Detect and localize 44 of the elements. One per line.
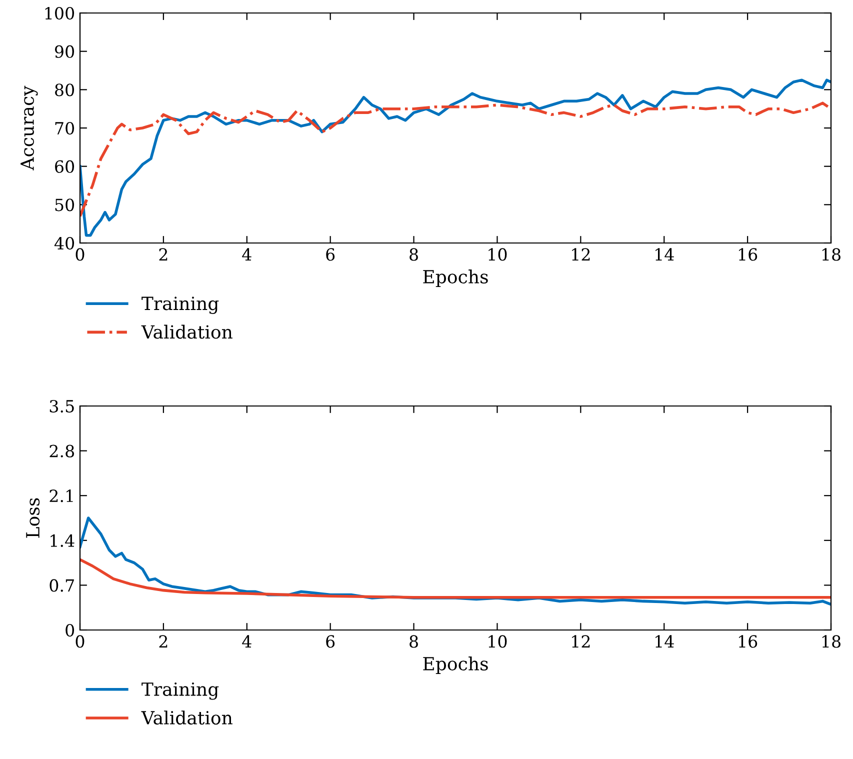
x-tick-label: 14	[656, 248, 674, 261]
y-tick-label: 3.5	[50, 400, 74, 413]
y-tick-label: 2.1	[50, 490, 73, 502]
y-tick-label: 40	[54, 236, 74, 250]
y-tick-label: 2.8	[50, 444, 74, 458]
x-tick-label: 6	[326, 635, 335, 648]
x-tick-label: 2	[159, 635, 168, 648]
x-tick-label: 16	[738, 635, 758, 648]
x-tick-label: 4	[242, 635, 252, 648]
x-tick-label: 6	[326, 248, 335, 261]
x-tick-label: 8	[410, 635, 418, 648]
line-series	[80, 558, 831, 599]
legend-label: Validation	[141, 324, 232, 339]
y-tick-label: 90	[54, 45, 74, 58]
y-tick-label: 1.4	[50, 534, 74, 547]
legend-label: Validation	[141, 710, 232, 725]
y-tick-label: 60	[55, 160, 74, 173]
x-tick-label: 2	[159, 248, 168, 261]
x-tick-label: 18	[822, 635, 840, 648]
y-axis-title: Loss	[26, 498, 40, 538]
y-axis-title: Accuracy	[20, 86, 38, 170]
y-tick-label: 50	[55, 198, 74, 212]
x-tick-label: 4	[242, 248, 252, 261]
x-tick-label: 12	[572, 248, 590, 261]
x-tick-label: 18	[822, 248, 840, 261]
legend-label: Training	[142, 682, 219, 700]
y-tick-label: 0	[66, 624, 74, 637]
x-tick-label: 8	[410, 248, 418, 261]
y-tick-label: 100	[45, 6, 74, 20]
x-axis-title: Epochs	[423, 656, 488, 674]
y-tick-label: 80	[55, 84, 74, 96]
x-tick-label: 10	[488, 248, 507, 261]
x-tick-label: 12	[572, 635, 590, 648]
x-tick-label: 10	[488, 635, 507, 648]
y-tick-label: 70	[55, 122, 74, 135]
line-series	[80, 78, 831, 237]
y-tick-label: 0.7	[50, 579, 74, 592]
x-tick-label: 16	[738, 248, 758, 261]
x-axis-title: Epochs	[423, 270, 488, 288]
line-series	[80, 102, 831, 218]
x-tick-label: 0	[76, 248, 84, 261]
x-tick-label: 14	[656, 635, 674, 648]
legend-label: Training	[142, 296, 219, 314]
x-tick-label: 0	[76, 635, 84, 648]
